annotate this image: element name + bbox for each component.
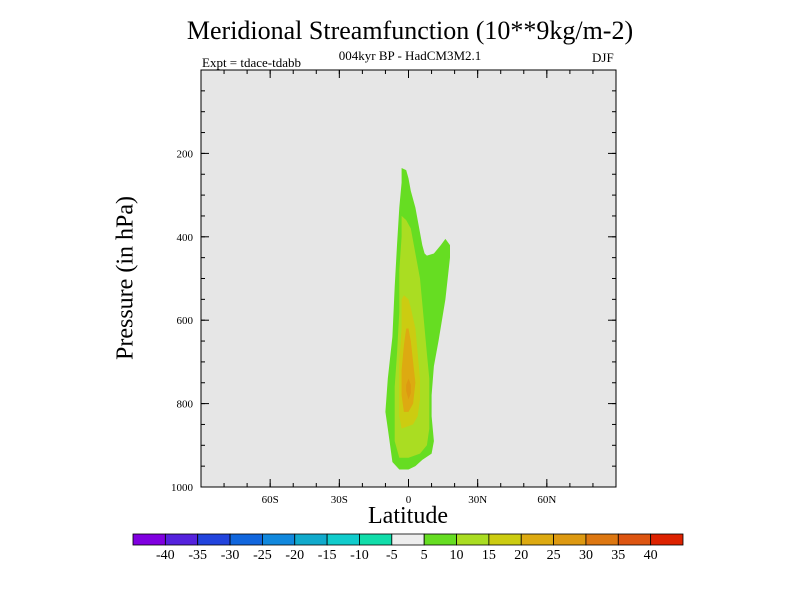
colorbar-label: 10 <box>450 548 464 563</box>
colorbar-label: -10 <box>350 548 369 563</box>
colorbar-label: -5 <box>386 548 398 563</box>
colorbar-swatch <box>423 533 457 546</box>
contour-region-25-30 <box>406 378 411 400</box>
axes-layer: 200 400 600 800 1000 60S 30S 0 30N 60N <box>171 69 617 506</box>
colorbar-label: 25 <box>547 548 561 563</box>
x-tick-label: 60N <box>537 494 556 506</box>
contour-region-20-25 <box>401 328 416 412</box>
colorbar: -40 -35 -30 -25 -20 -15 -10 -5 5 10 15 20 25 30 35 40 <box>132 533 684 563</box>
contour-layer <box>385 168 450 470</box>
colorbar-label: -40 <box>156 548 175 563</box>
colorbar-swatch <box>326 533 360 546</box>
colorbar-label: -35 <box>188 548 207 563</box>
colorbar-label: -25 <box>253 548 272 563</box>
colorbar-label: 20 <box>514 548 528 563</box>
colorbar-swatch <box>229 533 263 546</box>
chart-title: Meridional Streamfunction (10**9kg/m-2) <box>186 16 634 45</box>
colorbar-swatch <box>391 533 425 546</box>
colorbar-swatch <box>294 533 328 546</box>
colorbar-swatch <box>164 533 199 546</box>
colorbar-label: 30 <box>579 548 593 563</box>
x-tick-label: 60S <box>262 494 279 506</box>
y-tick-label: 400 <box>177 232 194 244</box>
colorbar-label: 35 <box>611 548 625 563</box>
y-tick-label: 800 <box>177 399 194 411</box>
colorbar-swatch <box>262 533 296 546</box>
colorbar-swatch <box>132 533 166 546</box>
colorbar-label: 40 <box>644 548 658 563</box>
y-tick-label: 200 <box>177 148 194 160</box>
chart-subtitle: 004kyr BP - HadCM3M2.1 <box>338 48 482 63</box>
colorbar-swatch <box>359 533 393 546</box>
colorbar-label: -15 <box>318 548 337 563</box>
colorbar-swatch <box>553 533 587 546</box>
experiment-label: Expt = tdace-tdabb <box>202 55 302 70</box>
y-tick-label: 1000 <box>171 482 194 494</box>
colorbar-label: -30 <box>221 548 240 563</box>
x-tick-label: 0 <box>406 494 412 506</box>
colorbar-label: -20 <box>285 548 304 563</box>
season-label: DJF <box>592 50 614 65</box>
colorbar-swatch <box>650 533 684 546</box>
x-tick-label: 30S <box>331 494 348 506</box>
colorbar-swatch <box>197 533 231 546</box>
colorbar-swatch <box>585 533 619 546</box>
colorbar-swatch <box>520 533 554 546</box>
x-axis-label: Latitude <box>368 503 448 529</box>
colorbar-label: 15 <box>482 548 496 563</box>
colorbar-swatch <box>456 533 490 546</box>
colorbar-label: 5 <box>421 548 428 563</box>
colorbar-swatch <box>488 533 522 546</box>
y-tick-label: 600 <box>177 315 194 327</box>
x-tick-label: 30N <box>468 494 487 506</box>
colorbar-swatch <box>617 533 652 546</box>
